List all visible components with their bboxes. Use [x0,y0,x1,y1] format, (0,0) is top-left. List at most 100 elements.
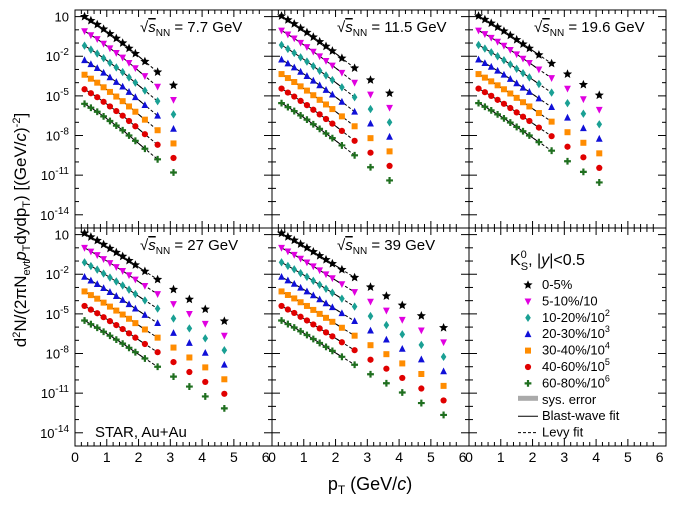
data-point [170,373,177,381]
data-point [297,283,304,291]
data-point [106,332,114,340]
data-point [154,291,162,298]
data-point [106,318,114,325]
data-point [170,96,177,104]
data-point [284,248,292,256]
data-point [291,48,298,58]
x-tick-label: 1 [300,449,308,465]
data-point [316,339,324,347]
data-point [302,27,312,37]
data-point [316,53,324,61]
blast-wave-fit [281,261,343,300]
data-point [310,92,317,99]
data-point [132,108,139,115]
data-point [367,342,374,349]
data-point [87,306,94,313]
data-point [417,355,425,363]
data-point [125,132,133,139]
data-point [351,79,359,87]
data-point [383,320,390,330]
data-point [440,397,447,404]
data-point [106,117,114,125]
data-point [309,263,317,271]
data-point [386,177,393,184]
legend-label: 10-20%/102 [542,308,610,325]
data-point [100,284,107,292]
data-point [564,98,571,108]
data-point [534,50,544,59]
data-point [81,56,88,64]
data-point [488,78,495,85]
data-point [284,320,292,328]
blast-wave-fit [478,73,540,114]
data-point [125,59,133,67]
data-point [106,303,113,310]
data-point [338,353,346,361]
data-point [168,284,179,294]
data-point [316,96,323,103]
data-point [329,106,336,113]
data-point [328,303,336,311]
data-point [297,53,304,62]
data-point [297,39,304,47]
experiment-label: STAR, Au+Au [95,424,187,441]
data-point [351,289,359,296]
data-point [315,36,325,46]
data-point [310,61,317,71]
data-point [202,378,209,386]
data-point [106,260,114,267]
data-point [594,90,604,100]
data-point [170,344,177,351]
data-point [119,311,126,318]
x-axis-title: pT (GeV/c) [328,474,412,497]
data-point [87,90,94,97]
data-point [170,169,177,176]
data-point [481,89,488,96]
data-point [87,276,95,284]
data-point [383,365,390,372]
data-point [397,300,407,310]
blast-wave-fit [281,290,343,329]
data-point [154,127,161,134]
data-point [494,66,501,74]
data-point [170,154,177,162]
data-point [284,103,292,111]
data-point [297,83,304,90]
data-point [487,107,495,114]
data-point [524,43,534,53]
data-point [153,274,163,284]
legend-label: 5-10%/10 [542,293,598,308]
data-point [141,326,148,333]
data-point [500,70,508,78]
data-point [475,99,482,107]
blast-wave-fit [84,45,146,91]
data-point [304,272,310,282]
data-point [291,79,298,86]
data-point [338,69,346,77]
data-point [399,330,406,339]
data-point [323,101,330,108]
data-point [303,287,311,295]
data-point [309,120,317,128]
data-point [309,291,317,299]
data-point [79,228,90,238]
data-point [289,235,299,245]
data-point [141,101,149,109]
data-points [79,11,604,419]
data-point [202,334,209,343]
data-point [278,85,285,92]
data-point [562,69,573,78]
data-point [107,273,113,282]
data-point [291,93,298,100]
data-point [284,276,292,284]
data-point [399,360,406,367]
data-point [284,291,291,298]
data-point [367,119,374,127]
data-point [99,24,109,34]
data-point [112,122,120,130]
data-point [291,295,298,302]
data-point [278,40,285,50]
data-point [525,88,533,95]
data-point [105,28,115,38]
data-point [81,244,88,252]
